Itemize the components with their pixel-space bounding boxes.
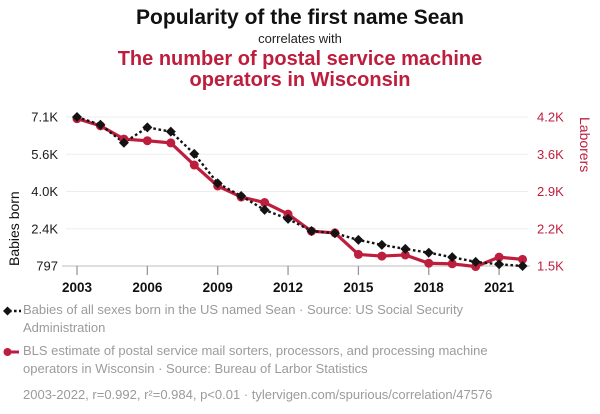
right-axis-title: Laborers <box>577 117 593 173</box>
right-axis-tick-label: 1.5K <box>537 259 564 274</box>
data-point-circle <box>518 254 528 264</box>
data-point-diamond <box>353 234 364 245</box>
right-axis-tick-label: 3.6K <box>537 147 564 162</box>
data-point-diamond <box>95 119 106 130</box>
x-axis-tick-label: 2009 <box>203 280 233 295</box>
data-point-circle <box>400 250 410 260</box>
left-axis-tick-label: 2.4K <box>31 221 58 236</box>
x-axis-tick-label: 2006 <box>132 280 163 295</box>
x-axis-tick-label: 2003 <box>62 280 93 295</box>
data-point-circle <box>166 138 176 148</box>
x-axis-tick-label: 2021 <box>484 280 515 295</box>
data-point-diamond <box>400 243 411 254</box>
data-point-diamond <box>118 137 129 148</box>
data-point-circle <box>447 259 457 269</box>
data-point-circle <box>189 160 199 170</box>
right-axis-tick-label: 2.2K <box>537 221 564 236</box>
data-point-circle <box>494 252 504 262</box>
legend-item-text: BLS estimate of postal service mail sort… <box>23 343 488 376</box>
data-point-diamond <box>165 126 176 137</box>
dashed-diamond-series-marker-icon <box>3 306 21 316</box>
correlates-with-label: correlates with <box>258 31 342 46</box>
data-point-diamond <box>494 259 505 270</box>
data-point-diamond <box>376 239 387 250</box>
right-axis-tick-label: 4.2K <box>537 110 564 125</box>
chart-area: 7.1K 4.2K 5.6K 3.6K 4.0K 2.9K 2.4K 2.2K 797 1.5K 2… <box>0 100 600 300</box>
legend-item-text: Babies of all sexes born in the US named… <box>23 302 464 335</box>
data-point-diamond <box>306 225 317 236</box>
data-point-circle <box>353 249 363 259</box>
right-axis-tick-label: 2.9K <box>537 184 564 199</box>
data-point-diamond <box>470 256 481 267</box>
left-axis-tick-label: 5.6K <box>31 147 58 162</box>
data-point-diamond <box>283 213 294 224</box>
data-point-diamond <box>423 247 434 258</box>
data-point-diamond <box>259 204 270 215</box>
chart-canvas: 7.1K 4.2K 5.6K 3.6K 4.0K 2.9K 2.4K 2.2K 797 1.5K 2… <box>31 110 564 296</box>
page-title: Popularity of the first name Sean <box>136 6 464 29</box>
legend-item-sean-babies: Babies of all sexes born in the US named… <box>3 301 597 336</box>
x-axis-tick-label: 2015 <box>343 280 374 295</box>
data-point-circle <box>377 251 387 261</box>
footer-stats: 2003-2022, r=0.992, r²=0.984, p<0.01 · t… <box>23 387 493 402</box>
data-point-circle <box>260 198 270 208</box>
left-axis-tick-label: 7.1K <box>31 110 58 125</box>
data-point-diamond <box>142 122 153 133</box>
secondary-title: The number of postal service machine ope… <box>117 48 483 91</box>
solid-circle-series-marker-icon <box>3 348 19 356</box>
left-axis-title: Babies born <box>6 191 22 266</box>
left-axis-tick-label: 4.0K <box>31 184 58 199</box>
data-point-diamond <box>189 148 200 159</box>
data-point-diamond <box>447 252 458 263</box>
left-axis-tick-label: 797 <box>36 259 58 274</box>
data-point-diamond <box>329 228 340 239</box>
legend: Babies of all sexes born in the US named… <box>3 301 597 403</box>
x-axis-tick-label: 2012 <box>273 280 303 295</box>
data-point-diamond <box>236 190 247 201</box>
data-point-circle <box>142 136 152 146</box>
x-axis-tick-label: 2018 <box>414 280 445 295</box>
legend-item-postal-laborers: BLS estimate of postal service mail sort… <box>3 342 597 377</box>
data-point-circle <box>424 258 434 268</box>
data-point-diamond <box>517 261 528 271</box>
data-point-diamond <box>212 178 223 189</box>
circle-glyph <box>3 348 12 356</box>
diamond-glyph <box>3 306 12 316</box>
data-point-diamond <box>72 112 82 122</box>
